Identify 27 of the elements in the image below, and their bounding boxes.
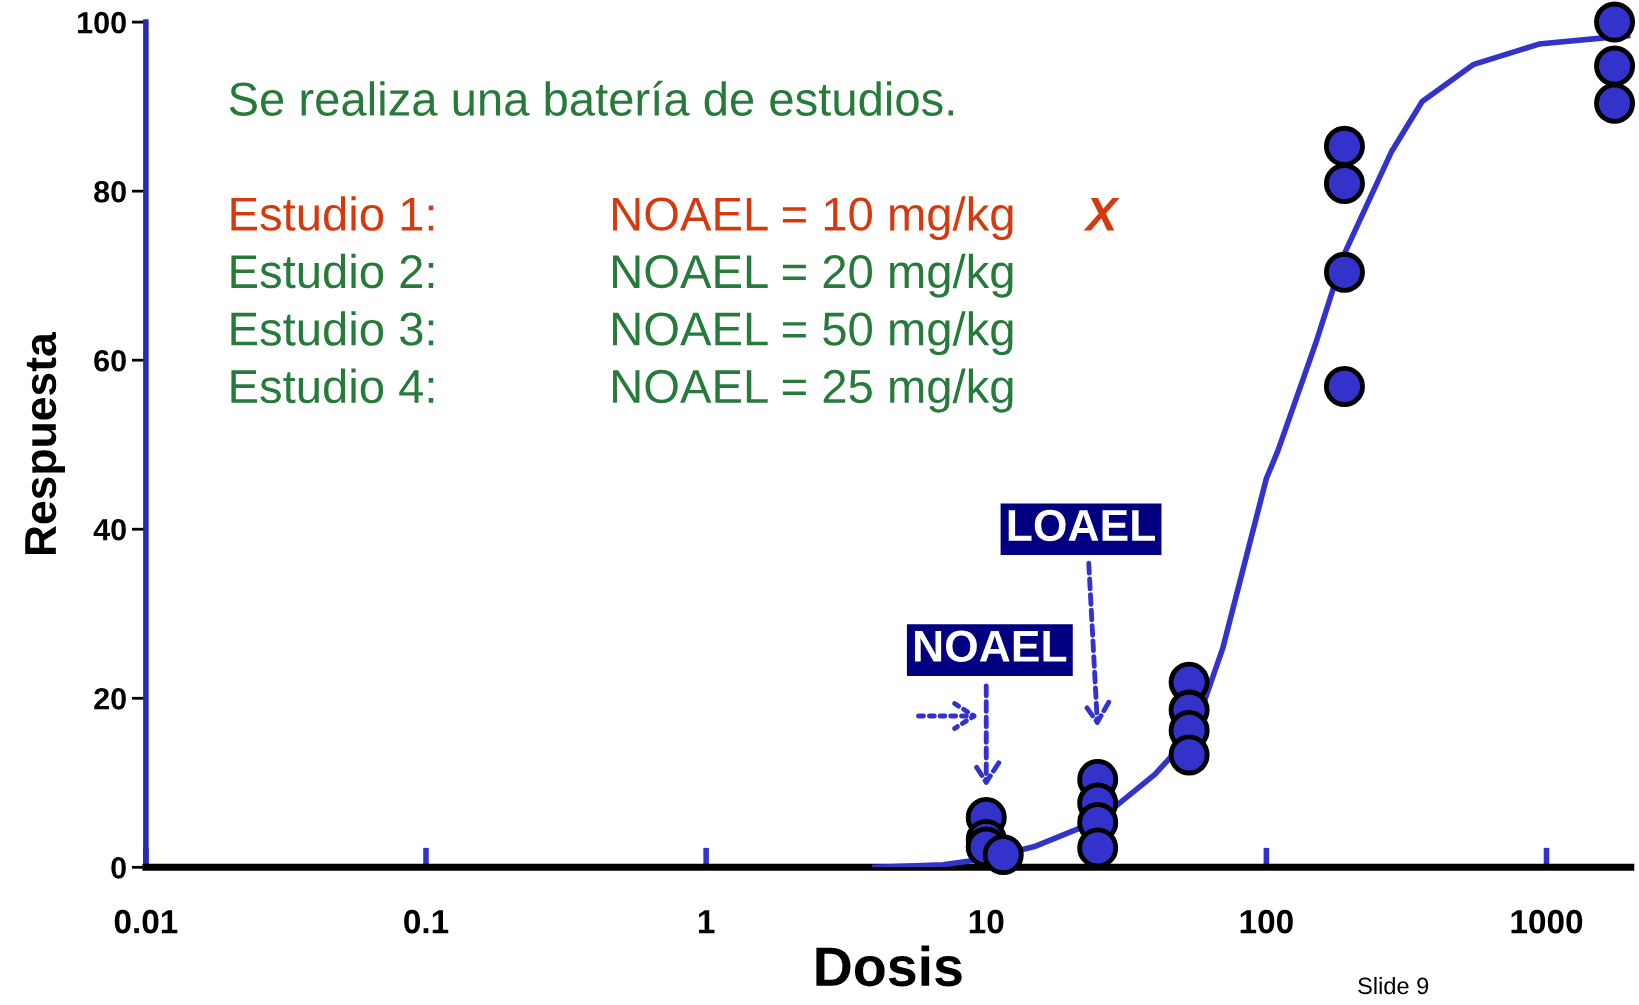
- y-axis-title: Respuesta: [25, 332, 66, 555]
- y-tick-label: 20: [94, 688, 126, 710]
- annotation: X: [1083, 197, 1120, 231]
- annotation: Estudio 4:: [231, 368, 434, 404]
- y-tick-label: 40: [93, 518, 126, 541]
- x-tick-label: 1: [698, 910, 715, 934]
- y-tick-label: 80: [94, 180, 126, 203]
- annotation: LOAEL: [1008, 509, 1155, 542]
- annotation: NOAEL = 20 mg/kg: [613, 253, 1013, 298]
- x-tick-label: 10: [969, 909, 1004, 934]
- annotation: Estudio 3:: [231, 311, 434, 346]
- y-tick-label: 0: [111, 857, 126, 879]
- x-axis-title: Dosis: [816, 945, 962, 987]
- text: Slide 9: [1358, 976, 1429, 995]
- annotation: NOAEL: [915, 630, 1067, 663]
- annotation: Estudio 2:: [231, 253, 434, 289]
- x-tick-label: 0.01: [114, 909, 178, 934]
- x-tick-label: 1000: [1511, 909, 1583, 934]
- annotation: NOAEL = 10 mg/kg: [613, 196, 1013, 241]
- annotation: NOAEL = 50 mg/kg: [613, 311, 1013, 356]
- annotation: Se realiza una batería de estudios.: [229, 80, 954, 116]
- x-tick-label: 0.1: [404, 909, 449, 934]
- y-tick-label: 60: [94, 349, 126, 372]
- y-tick-label: 100: [78, 11, 126, 34]
- x-tick-label: 100: [1240, 909, 1293, 934]
- annotation: Estudio 1:: [231, 196, 434, 231]
- annotation: NOAEL = 25 mg/kg: [613, 368, 1013, 413]
